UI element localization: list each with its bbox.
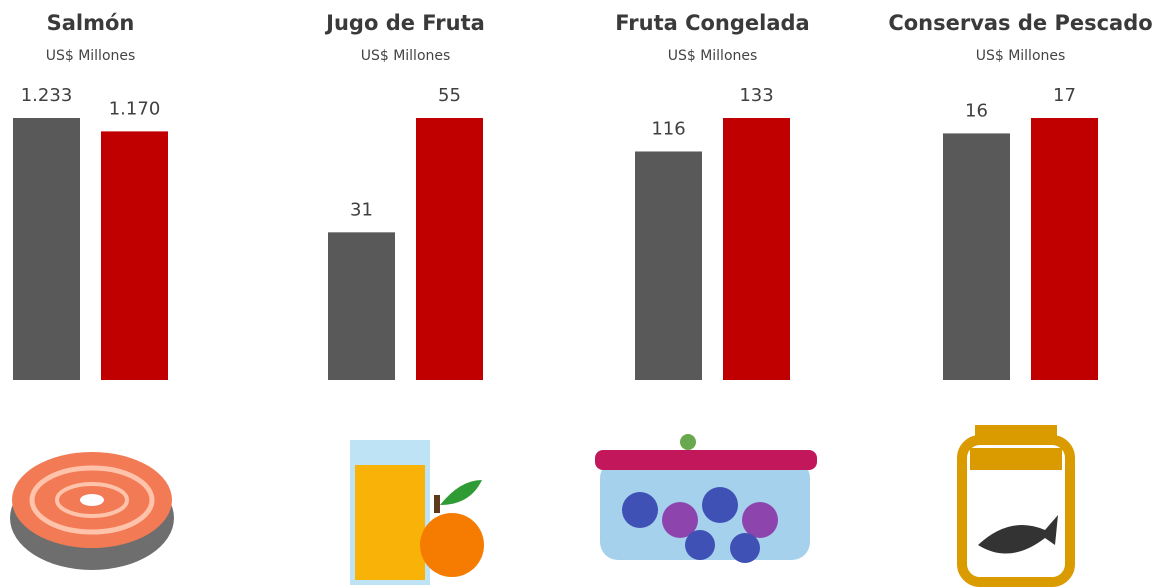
value-label: 55 [438, 85, 461, 106]
chart-title: Salmón [47, 11, 135, 35]
bar [1031, 118, 1098, 380]
canned-fish-icon [962, 425, 1070, 582]
chart-title: Jugo de Fruta [324, 11, 485, 35]
bar [416, 118, 483, 380]
value-label: 31 [350, 199, 373, 220]
bar [635, 151, 702, 380]
value-label: 16 [965, 100, 988, 121]
value-label: 1.170 [109, 98, 161, 119]
chart: Salmón US$ Millones 1.233 1.170 Jugo de Frut… [0, 0, 1172, 588]
bar [943, 133, 1010, 380]
value-label: 1.233 [21, 85, 73, 106]
juice-icon [350, 440, 484, 585]
frozen-fruit-icon [595, 434, 817, 563]
salmon-icon [10, 452, 174, 570]
value-label: 133 [739, 85, 773, 106]
chart-title: Conservas de Pescado [888, 11, 1152, 35]
chart-subtitle: US$ Millones [668, 48, 758, 64]
bar [101, 131, 168, 380]
value-label: 17 [1053, 85, 1076, 106]
chart-title: Fruta Congelada [615, 11, 809, 35]
chart-subtitle: US$ Millones [46, 48, 136, 64]
bar [328, 232, 395, 380]
bar [13, 118, 80, 380]
chart-subtitle: US$ Millones [361, 48, 451, 64]
value-label: 116 [651, 118, 685, 139]
bar [723, 118, 790, 380]
chart-subtitle: US$ Millones [976, 48, 1066, 64]
